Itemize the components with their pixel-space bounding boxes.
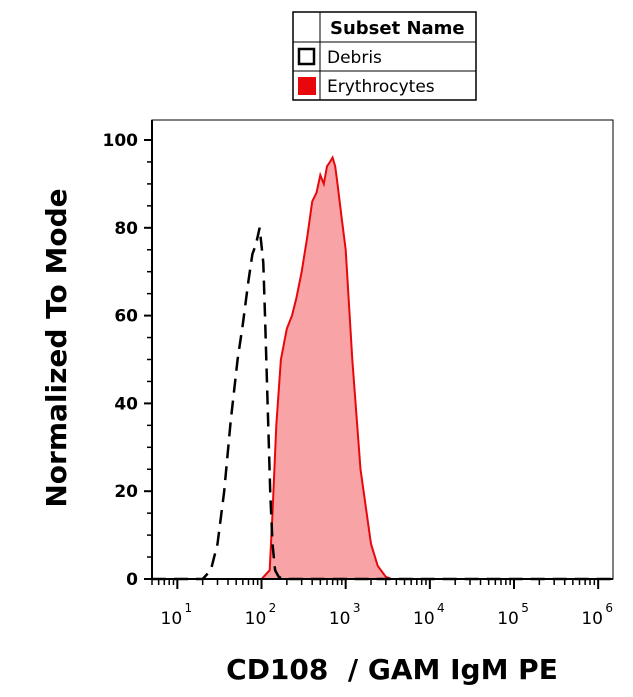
x-tick-exponent: 4 [437,601,445,615]
legend-label-erythrocytes: Erythrocytes [327,77,435,97]
x-tick-exponent: 1 [185,601,193,615]
x-tick-exponent: 6 [605,601,613,615]
legend-swatch-erythrocytes [298,77,316,95]
plot-area [151,119,614,581]
y-tick-label: 100 [103,131,139,151]
x-tick-exponent: 3 [353,601,361,615]
x-tick-exponent: 2 [269,601,277,615]
legend-label-debris: Debris [327,48,382,68]
y-axis-title: Normalized To Mode [40,188,73,507]
series-erythrocytes-area [152,155,613,580]
y-tick-label: 60 [114,307,138,327]
x-tick-label: 10 [497,609,519,629]
x-tick-label: 10 [581,609,603,629]
y-tick-label: 20 [114,482,138,502]
y-axis-ticks: 0 20 40 60 80 100 [103,131,152,590]
y-tick-label: 40 [114,394,138,414]
x-tick-label: 10 [245,609,267,629]
x-tick-label: 10 [329,609,351,629]
y-tick-label: 80 [114,219,138,239]
legend: Subset Name Debris Erythrocytes [292,11,477,101]
x-tick-exponent: 5 [521,601,529,615]
legend-title: Subset Name [330,18,465,39]
x-tick-label: 10 [413,609,435,629]
series-debris-line [152,227,613,581]
x-axis-title: CD108 / GAM IgM PE [226,653,558,686]
legend-frame [292,11,477,101]
legend-swatch-debris [297,47,316,66]
y-tick-label: 0 [126,570,138,590]
x-tick-label: 10 [161,609,183,629]
